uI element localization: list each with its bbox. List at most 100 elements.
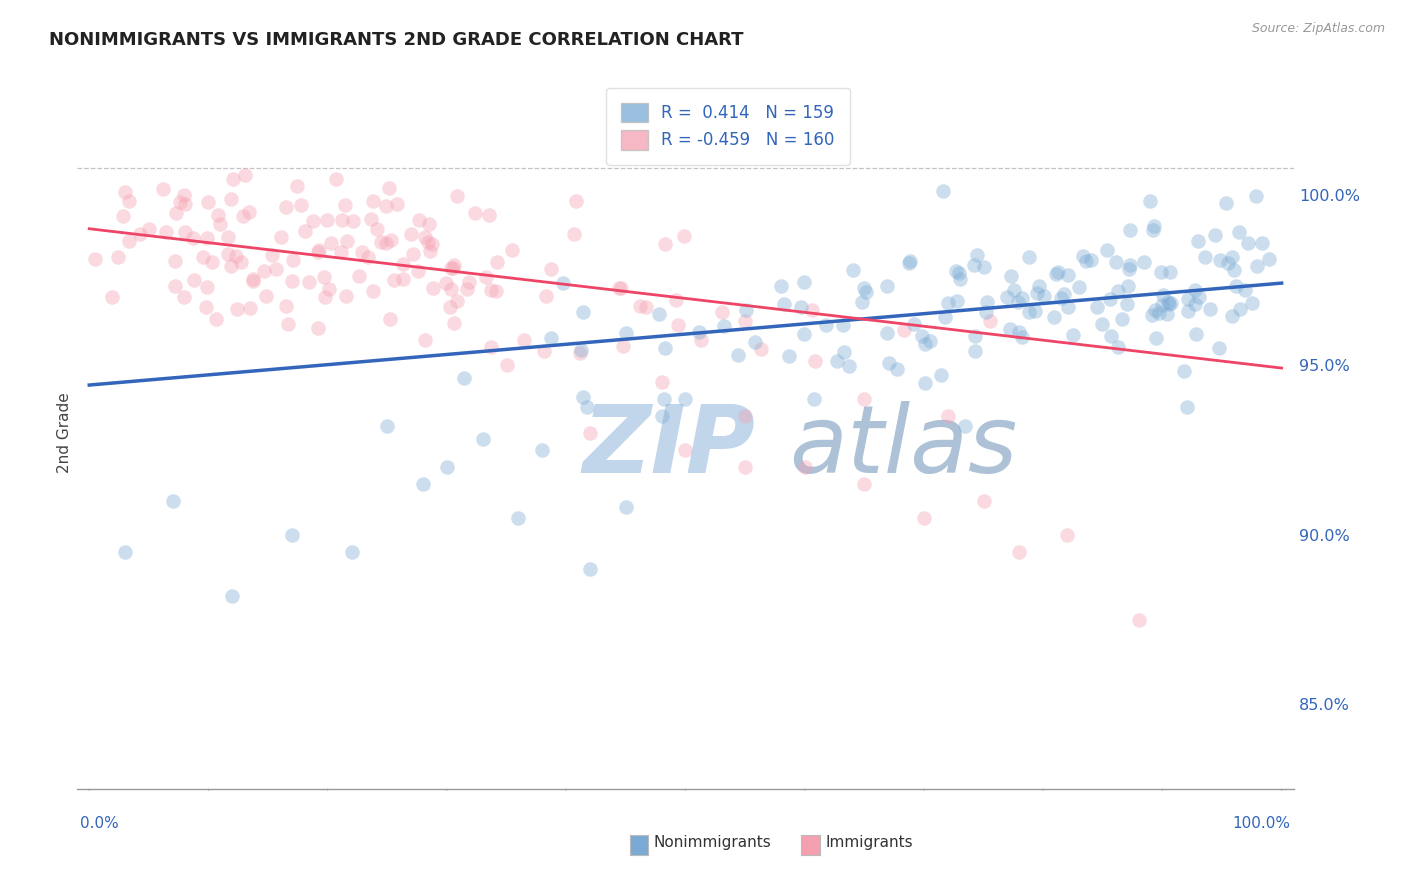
Point xyxy=(965,328,987,343)
Point xyxy=(242,274,264,288)
Point xyxy=(734,459,756,474)
Point xyxy=(886,362,908,376)
Point xyxy=(446,294,468,309)
Text: Source: ZipAtlas.com: Source: ZipAtlas.com xyxy=(1251,22,1385,36)
Point xyxy=(690,333,713,347)
Point xyxy=(114,186,136,200)
Point xyxy=(1160,296,1182,310)
Point xyxy=(314,269,336,284)
Point xyxy=(457,275,479,289)
Point xyxy=(486,255,509,269)
Point xyxy=(138,222,160,236)
Point xyxy=(1007,294,1029,309)
Point xyxy=(789,300,811,314)
Point xyxy=(654,237,676,252)
Point xyxy=(264,261,287,276)
Point xyxy=(945,294,967,309)
Point xyxy=(634,301,657,315)
Point xyxy=(233,168,256,182)
Point xyxy=(654,341,676,355)
Point xyxy=(107,251,129,265)
Point xyxy=(446,189,468,203)
Point xyxy=(1142,308,1164,322)
Point xyxy=(900,253,922,268)
Point xyxy=(1204,227,1226,242)
Point xyxy=(481,340,503,354)
Point xyxy=(378,181,401,195)
Point xyxy=(319,235,342,250)
Point xyxy=(478,208,501,222)
Point xyxy=(853,392,876,406)
Point xyxy=(439,300,461,314)
Point xyxy=(1236,235,1258,250)
Point xyxy=(976,295,998,310)
Point xyxy=(973,260,995,275)
Point xyxy=(965,343,987,358)
Point xyxy=(453,371,475,385)
Point xyxy=(391,272,413,286)
Point xyxy=(413,333,436,347)
Text: 100.0%: 100.0% xyxy=(1233,816,1291,830)
Point xyxy=(893,323,915,337)
Point xyxy=(83,252,105,267)
Point xyxy=(1244,189,1267,203)
Point xyxy=(1119,258,1142,272)
Point xyxy=(422,281,444,295)
Point xyxy=(440,282,463,296)
Text: atlas: atlas xyxy=(789,401,1017,492)
Point xyxy=(441,260,464,275)
Point xyxy=(217,247,239,261)
Point xyxy=(575,401,598,415)
Point xyxy=(329,244,352,259)
Point xyxy=(260,248,283,262)
Point xyxy=(1011,291,1033,305)
Point xyxy=(1056,300,1078,314)
Point xyxy=(1208,341,1230,355)
Point xyxy=(571,305,593,319)
Point xyxy=(666,318,689,332)
Point xyxy=(464,206,486,220)
Point xyxy=(1105,255,1128,269)
Point xyxy=(399,227,422,241)
Point xyxy=(1234,283,1257,297)
Point xyxy=(152,182,174,196)
Point xyxy=(471,433,494,447)
Point xyxy=(1159,265,1181,279)
Point xyxy=(101,290,124,304)
Point xyxy=(842,262,865,277)
Point xyxy=(651,409,673,423)
Point xyxy=(876,326,898,341)
Point xyxy=(370,235,392,249)
Point xyxy=(1045,267,1067,281)
Point xyxy=(648,307,671,321)
Point xyxy=(418,235,440,249)
Point xyxy=(734,409,756,423)
Point xyxy=(612,339,634,353)
Point xyxy=(793,459,815,474)
Point xyxy=(418,218,440,232)
Point xyxy=(280,274,302,288)
Point xyxy=(485,284,508,298)
Point xyxy=(360,211,382,226)
Point xyxy=(995,290,1018,304)
Point xyxy=(221,589,243,603)
Point xyxy=(876,278,898,293)
Point xyxy=(281,252,304,267)
Point xyxy=(814,318,837,333)
Point xyxy=(903,318,925,332)
Point xyxy=(569,346,592,360)
Point xyxy=(361,284,384,298)
Point xyxy=(307,244,329,259)
Point xyxy=(169,195,191,210)
Point xyxy=(302,213,325,227)
Point xyxy=(207,208,229,222)
Point xyxy=(1074,253,1097,268)
Point xyxy=(173,187,195,202)
Point xyxy=(238,204,260,219)
Point xyxy=(173,290,195,304)
Point xyxy=(1199,301,1222,316)
Point xyxy=(945,263,967,277)
Point xyxy=(974,305,997,319)
Point xyxy=(1187,235,1209,249)
Point xyxy=(931,185,953,199)
